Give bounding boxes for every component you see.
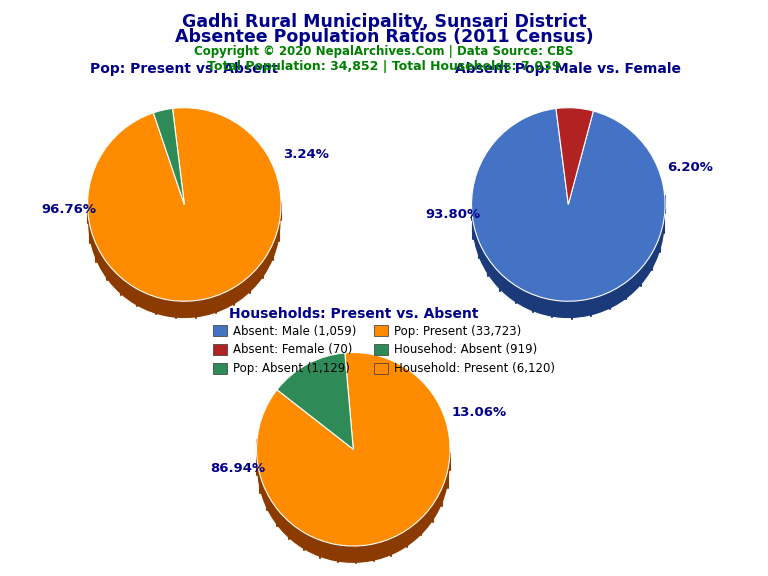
Wedge shape	[154, 126, 184, 222]
Wedge shape	[556, 108, 594, 204]
Wedge shape	[88, 108, 281, 301]
Text: Copyright © 2020 NepalArchives.Com | Data Source: CBS: Copyright © 2020 NepalArchives.Com | Dat…	[194, 45, 574, 58]
Wedge shape	[257, 353, 450, 546]
Text: 6.20%: 6.20%	[667, 161, 713, 174]
Text: 3.24%: 3.24%	[283, 147, 329, 161]
Text: Gadhi Rural Municipality, Sunsari District: Gadhi Rural Municipality, Sunsari Distri…	[182, 13, 586, 31]
Wedge shape	[472, 126, 665, 319]
Wedge shape	[277, 353, 353, 449]
Wedge shape	[277, 370, 353, 467]
Text: Total Population: 34,852 | Total Households: 7,039: Total Population: 34,852 | Total Househo…	[207, 60, 561, 74]
Text: 96.76%: 96.76%	[41, 203, 96, 216]
Wedge shape	[257, 370, 450, 563]
Text: Absentee Population Ratios (2011 Census): Absentee Population Ratios (2011 Census)	[174, 28, 594, 46]
Title: Households: Present vs. Absent: Households: Present vs. Absent	[229, 307, 478, 321]
Wedge shape	[472, 108, 665, 301]
Text: 93.80%: 93.80%	[425, 208, 480, 221]
Title: Pop: Present vs. Absent: Pop: Present vs. Absent	[91, 62, 278, 76]
Title: Absent Pop: Male vs. Female: Absent Pop: Male vs. Female	[455, 62, 681, 76]
Wedge shape	[88, 125, 281, 319]
Wedge shape	[556, 125, 594, 222]
Wedge shape	[154, 108, 184, 204]
Text: 86.94%: 86.94%	[210, 462, 265, 475]
Legend: Absent: Male (1,059), Absent: Female (70), Pop: Absent (1,129), Pop: Present (33: Absent: Male (1,059), Absent: Female (70…	[208, 320, 560, 380]
Text: 13.06%: 13.06%	[452, 406, 507, 419]
